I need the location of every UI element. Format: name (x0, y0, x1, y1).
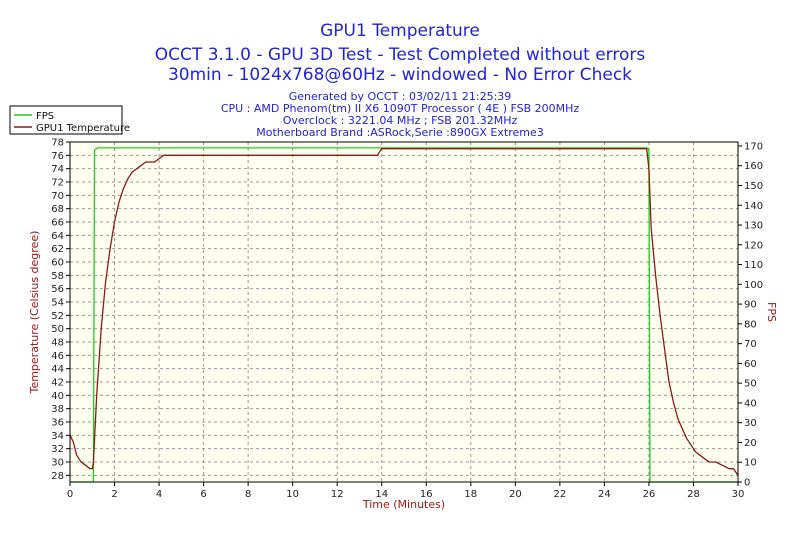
y-right-tick-label: 80 (744, 319, 757, 330)
y-left-tick-label: 78 (51, 138, 64, 149)
x-tick-label: 28 (687, 489, 700, 500)
plot-background (70, 142, 738, 482)
y-right-tick-label: 40 (744, 398, 757, 409)
y-left-tick-label: 62 (51, 244, 64, 255)
legend-label-fps: FPS (36, 111, 54, 122)
chart-title: GPU1 Temperature (320, 21, 480, 41)
x-tick-label: 4 (156, 489, 162, 500)
y-right-tick-label: 150 (744, 181, 763, 192)
x-tick-label: 30 (732, 489, 745, 500)
x-axis-label: Time (Minutes) (362, 498, 445, 511)
y-left-tick-label: 74 (51, 164, 64, 175)
y-left-tick-label: 68 (51, 204, 64, 215)
x-tick-label: 16 (420, 489, 433, 500)
x-tick-label: 8 (245, 489, 251, 500)
y-left-tick-label: 30 (51, 458, 64, 469)
x-tick-label: 14 (375, 489, 388, 500)
legend-label-temperature: GPU1 Temperature (36, 123, 130, 134)
x-tick-label: 0 (67, 489, 73, 500)
y-right-tick-label: 130 (744, 221, 763, 232)
y-right-tick-label: 120 (744, 240, 763, 251)
x-tick-label: 2 (111, 489, 117, 500)
y-left-tick-label: 72 (51, 178, 64, 189)
legend: FPS GPU1 Temperature (9, 105, 130, 135)
y-right-tick-label: 60 (744, 359, 757, 370)
y-left-tick-label: 66 (51, 218, 64, 229)
y-left-tick-label: 48 (51, 338, 64, 349)
y-right-tick-label: 140 (744, 201, 763, 212)
y-right-tick-label: 70 (744, 339, 757, 350)
info-cpu: CPU : AMD Phenom(tm) II X6 1090T Process… (221, 102, 580, 115)
x-tick-label: 26 (643, 489, 656, 500)
series-line-fps (70, 147, 738, 483)
y-left-tick-label: 28 (51, 471, 64, 482)
y-right-tick-label: 20 (744, 438, 757, 449)
x-tick-label: 6 (200, 489, 206, 500)
y-right-tick-label: 10 (744, 458, 757, 469)
info-motherboard: Motherboard Brand :ASRock,Serie :890GX E… (256, 126, 543, 139)
tick-layer: 0 2 4 6 8 10 12 14 16 18 20 22 24 26 28 302830323436384… (51, 138, 763, 501)
x-tick-label: 12 (331, 489, 344, 500)
y-left-tick-label: 64 (51, 231, 64, 242)
y-right-tick-label: 160 (744, 161, 763, 172)
y-left-tick-label: 54 (51, 298, 64, 309)
info-generated: Generated by OCCT : 03/02/11 21:25:39 (289, 90, 512, 103)
y-right-tick-label: 50 (744, 379, 757, 390)
y-right-tick-label: 110 (744, 260, 763, 271)
series-layer (69, 147, 739, 483)
y-right-tick-label: 100 (744, 280, 763, 291)
chart-subtitle-1: OCCT 3.1.0 - GPU 3D Test - Test Complete… (155, 45, 646, 65)
x-tick-label: 24 (598, 489, 611, 500)
y-right-tick-label: 30 (744, 418, 757, 429)
y-left-tick-label: 46 (51, 351, 64, 362)
y-left-tick-label: 50 (51, 324, 64, 335)
plot-frame (69, 141, 739, 483)
x-tick-label: 18 (464, 489, 477, 500)
y-right-tick-label: 0 (744, 478, 750, 489)
legend-box (9, 105, 123, 135)
series-line-gpu1-temperature (69, 148, 739, 476)
y-left-tick-label: 44 (51, 364, 64, 375)
y-axis-right-label: FPS (765, 302, 778, 322)
y-left-tick-label: 70 (51, 191, 64, 202)
x-tick-label: 22 (553, 489, 566, 500)
y-left-tick-label: 58 (51, 271, 64, 282)
chart-subtitle-2: 30min - 1024x768@60Hz - windowed - No Er… (168, 65, 632, 85)
y-left-tick-label: 52 (51, 311, 64, 322)
y-axis-left-label: Temperature (Celsius degree) (28, 231, 41, 395)
y-left-tick-label: 42 (51, 378, 64, 389)
x-tick-label: 20 (509, 489, 522, 500)
y-right-tick-label: 170 (744, 141, 763, 152)
y-right-tick-label: 90 (744, 300, 757, 311)
info-overclock: Overclock : 3221.04 MHz ; FSB 201.32MHz (283, 114, 518, 127)
y-left-tick-label: 60 (51, 258, 64, 269)
x-tick-label: 10 (286, 489, 299, 500)
y-left-tick-label: 32 (51, 444, 64, 455)
y-left-tick-label: 34 (51, 431, 64, 442)
y-left-tick-label: 38 (51, 404, 64, 415)
y-left-tick-label: 56 (51, 284, 64, 295)
y-left-tick-label: 76 (51, 151, 64, 162)
y-left-tick-label: 36 (51, 418, 64, 429)
y-left-tick-label: 40 (51, 391, 64, 402)
